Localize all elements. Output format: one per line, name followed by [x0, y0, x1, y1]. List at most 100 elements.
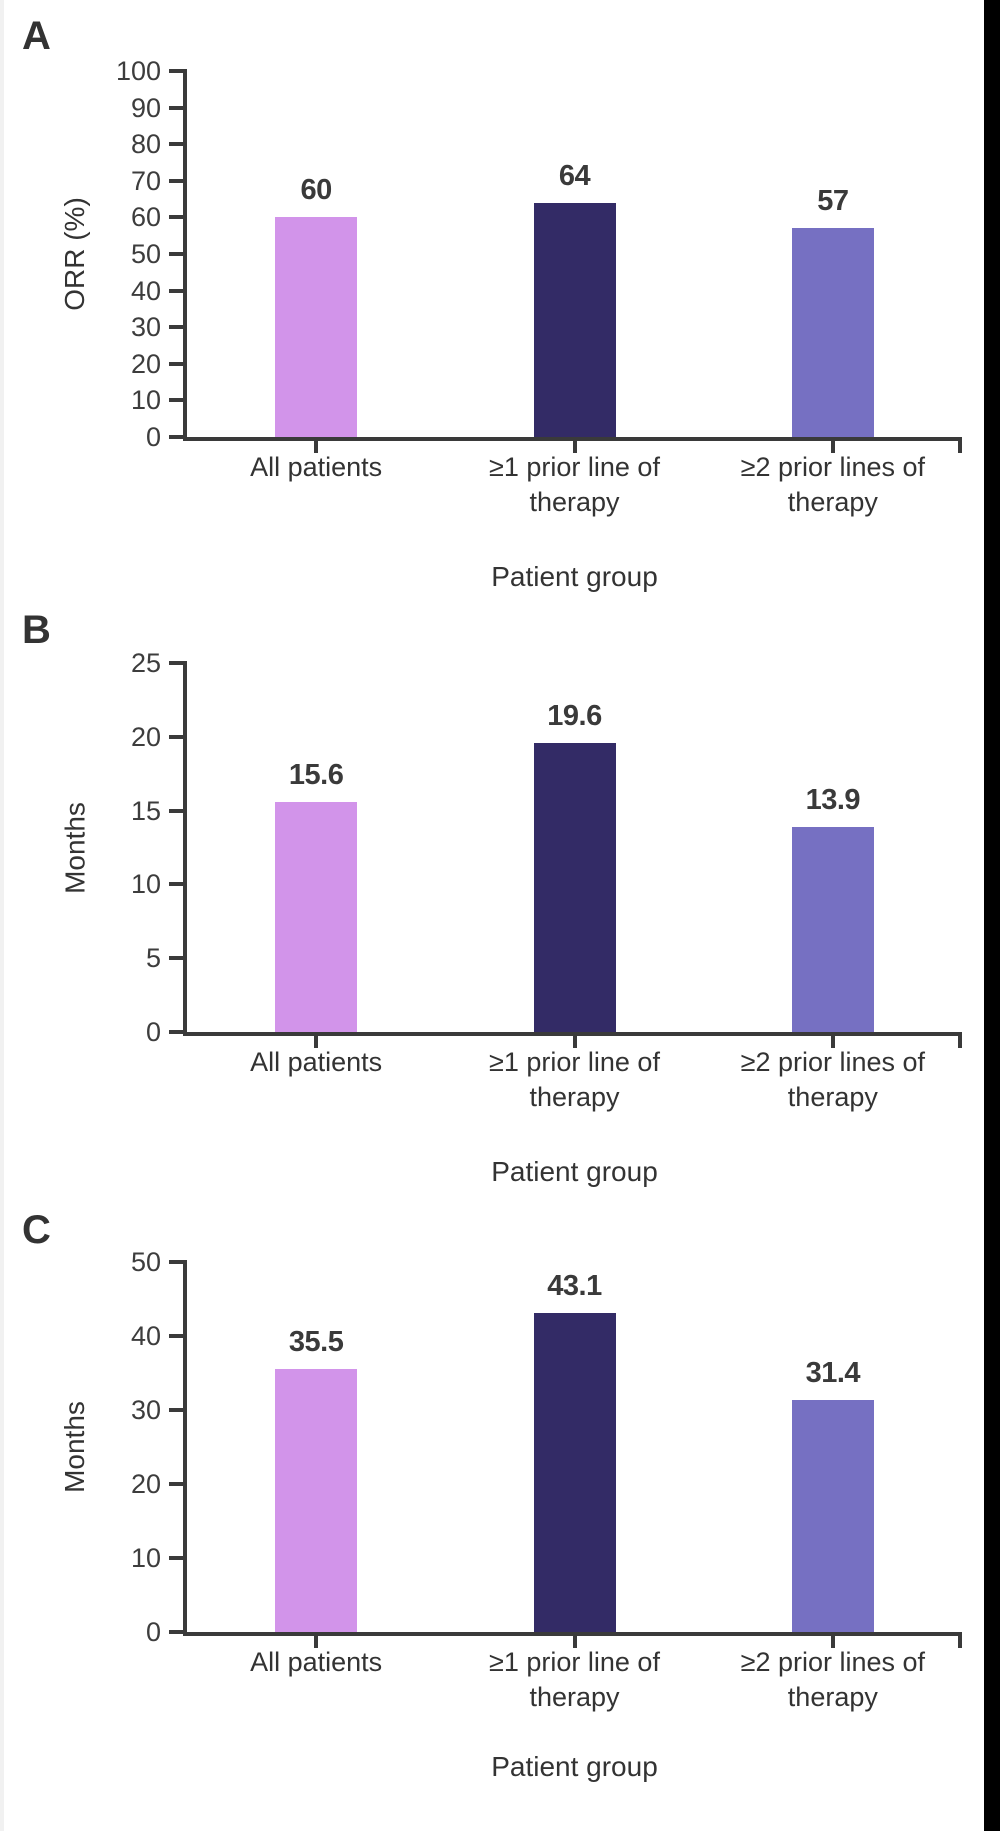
panel-c-x-tick	[830, 1636, 835, 1648]
panel-b-category-line: ≥1 prior line of	[489, 1047, 660, 1077]
panel-a-y-tick	[169, 105, 183, 110]
panel-b-x-tick	[572, 1036, 577, 1048]
panel-b-y-tick-label: 10	[130, 869, 161, 900]
panel-b-value-label-1-prior-line-of-therapy: 19.6	[547, 699, 602, 732]
panel-b-bar-all-patients	[275, 801, 358, 1032]
panel-c-y-tick-label: 20	[130, 1469, 161, 1499]
panel-b-category-line: therapy	[787, 1082, 878, 1112]
panel-c-x-end-tick	[958, 1636, 962, 1648]
panel-a-category-label-2-prior-lines-of-therapy: ≥2 prior lines of therapy	[693, 450, 973, 520]
panel-b-y-axis	[183, 661, 187, 1036]
panel-b-x-axis	[183, 1032, 962, 1036]
panel-b-category-line: ≥2 prior lines of	[740, 1047, 926, 1077]
panel-a-y-tick-label: 100	[115, 56, 161, 86]
panel-c-x-axis-title: Patient group	[491, 1751, 658, 1782]
panel-a-y-tick-label: 90	[130, 92, 161, 123]
panel-b-y-tick	[169, 734, 183, 739]
panel-a-x-axis	[183, 437, 962, 441]
panel-a-y-tick	[169, 361, 183, 366]
panel-a-y-tick-label: 30	[130, 312, 161, 343]
panel-b-category-label-1-prior-line-of-therapy: ≥1 prior line of therapy	[435, 1045, 715, 1115]
panel-c-bar-all-patients	[275, 1369, 358, 1632]
panel-a-y-tick-label: 80	[130, 129, 161, 160]
panel-a-y-tick-label: 60	[130, 202, 161, 233]
panel-c-category-line: All patients	[250, 1647, 383, 1677]
panel-a-category-line: therapy	[787, 487, 878, 517]
panel-b-y-tick-label: 15	[130, 795, 161, 826]
panel-c-x-tick	[572, 1636, 577, 1648]
panel-a-value-label-2-prior-lines-of-therapy: 57	[817, 185, 849, 218]
panel-a-y-tick-label: 0	[145, 422, 161, 452]
panel-c-y-tick-label: 10	[130, 1543, 161, 1573]
panel-a-x-end-tick	[958, 441, 962, 453]
panel-b-x-axis-title: Patient group	[491, 1156, 658, 1187]
panel-b-bar-1-prior-line-of-therapy	[533, 742, 616, 1032]
panel-c-category-label-all-patients: All patients	[176, 1645, 456, 1680]
panel-a-category-line: therapy	[529, 487, 620, 517]
panel-c-category-line: ≥2 prior lines of	[740, 1647, 926, 1677]
panel-a-category-label-all-patients: All patients	[176, 450, 456, 485]
panel-b-y-tick-label: 20	[130, 721, 161, 752]
panel-a-value-label-1-prior-line-of-therapy: 64	[558, 159, 591, 192]
panel-c-y-tick-label: 40	[130, 1321, 161, 1351]
panel-c-y-tick	[169, 1260, 183, 1264]
panel-c-y-tick	[169, 1630, 183, 1634]
panel-c-bar-2-prior-lines-of-therapy	[791, 1399, 874, 1632]
panel-a-y-tick	[169, 142, 183, 147]
panel-c-y-tick	[169, 1408, 183, 1412]
panel-b-x-tick	[830, 1036, 835, 1048]
panel-a-category-line: ≥2 prior lines of	[740, 452, 926, 482]
panel-a-y-tick	[169, 325, 183, 330]
panel-b-category-label-all-patients: All patients	[176, 1045, 456, 1080]
panel-b-x-tick	[314, 1036, 319, 1048]
panel-a-y-tick-label: 20	[130, 348, 161, 379]
panel-a-y-tick-label: 10	[130, 385, 161, 416]
panel-a-y-tick	[169, 178, 183, 183]
panel-c-category-line: ≥1 prior line of	[489, 1647, 660, 1677]
panel-b-category-line: All patients	[250, 1047, 383, 1077]
panel-a-y-tick	[169, 69, 183, 73]
panel-b-y-tick	[169, 956, 183, 961]
left-edge-strip	[0, 0, 4, 1831]
panel-a-y-tick	[169, 252, 183, 256]
panel-a-category-line: All patients	[250, 452, 383, 482]
panel-a-x-tick	[572, 441, 577, 453]
panel-a-letter: A	[22, 14, 51, 58]
panel-a-x-tick	[314, 441, 319, 453]
panel-b-bar-2-prior-lines-of-therapy	[791, 826, 874, 1032]
panel-a-x-tick	[830, 441, 835, 453]
panel-a-y-tick	[169, 398, 183, 403]
right-black-band	[984, 0, 1000, 1831]
panel-c-value-label-2-prior-lines-of-therapy: 31.4	[805, 1356, 861, 1389]
panel-c-y-tick-label: 50	[130, 1247, 161, 1277]
panel-b-y-axis-title: Months	[59, 801, 90, 894]
panel-c-y-tick-label: 0	[145, 1617, 161, 1647]
panel-b-category-line: therapy	[529, 1082, 620, 1112]
panel-a-bar-2-prior-lines-of-therapy	[791, 228, 874, 437]
panel-b-y-tick-label: 25	[130, 648, 161, 678]
panel-b-y-tick	[169, 882, 183, 887]
panel-b-value-label-all-patients: 15.6	[288, 758, 344, 791]
panel-b-y-tick-label: 0	[145, 1017, 161, 1047]
panel-c-category-line: therapy	[787, 1682, 878, 1712]
panel-c-y-tick	[169, 1556, 183, 1560]
panel-c-bar-1-prior-line-of-therapy	[533, 1313, 616, 1632]
panel-c-y-tick	[169, 1482, 183, 1486]
panel-c-x-tick	[314, 1636, 319, 1648]
panel-a-x-axis-title: Patient group	[491, 561, 658, 592]
panel-c-x-axis	[183, 1632, 962, 1636]
panel-b-y-tick-label: 5	[145, 943, 161, 974]
panel-a-y-tick	[169, 288, 183, 293]
panel-c-y-axis-title: Months	[59, 1401, 90, 1493]
panel-b-value-label-2-prior-lines-of-therapy: 13.9	[805, 783, 861, 816]
panel-c-category-line: therapy	[529, 1682, 620, 1712]
panel-a-category-label-1-prior-line-of-therapy: ≥1 prior line of therapy	[435, 450, 715, 520]
panel-b-x-end-tick	[958, 1036, 962, 1048]
panel-c-category-label-1-prior-line-of-therapy: ≥1 prior line of therapy	[435, 1645, 715, 1715]
panel-c-y-tick-label: 30	[130, 1395, 161, 1425]
panel-b-y-tick	[169, 808, 183, 813]
panel-a-category-line: ≥1 prior line of	[489, 452, 660, 482]
panel-a-y-tick-label: 50	[130, 239, 161, 269]
